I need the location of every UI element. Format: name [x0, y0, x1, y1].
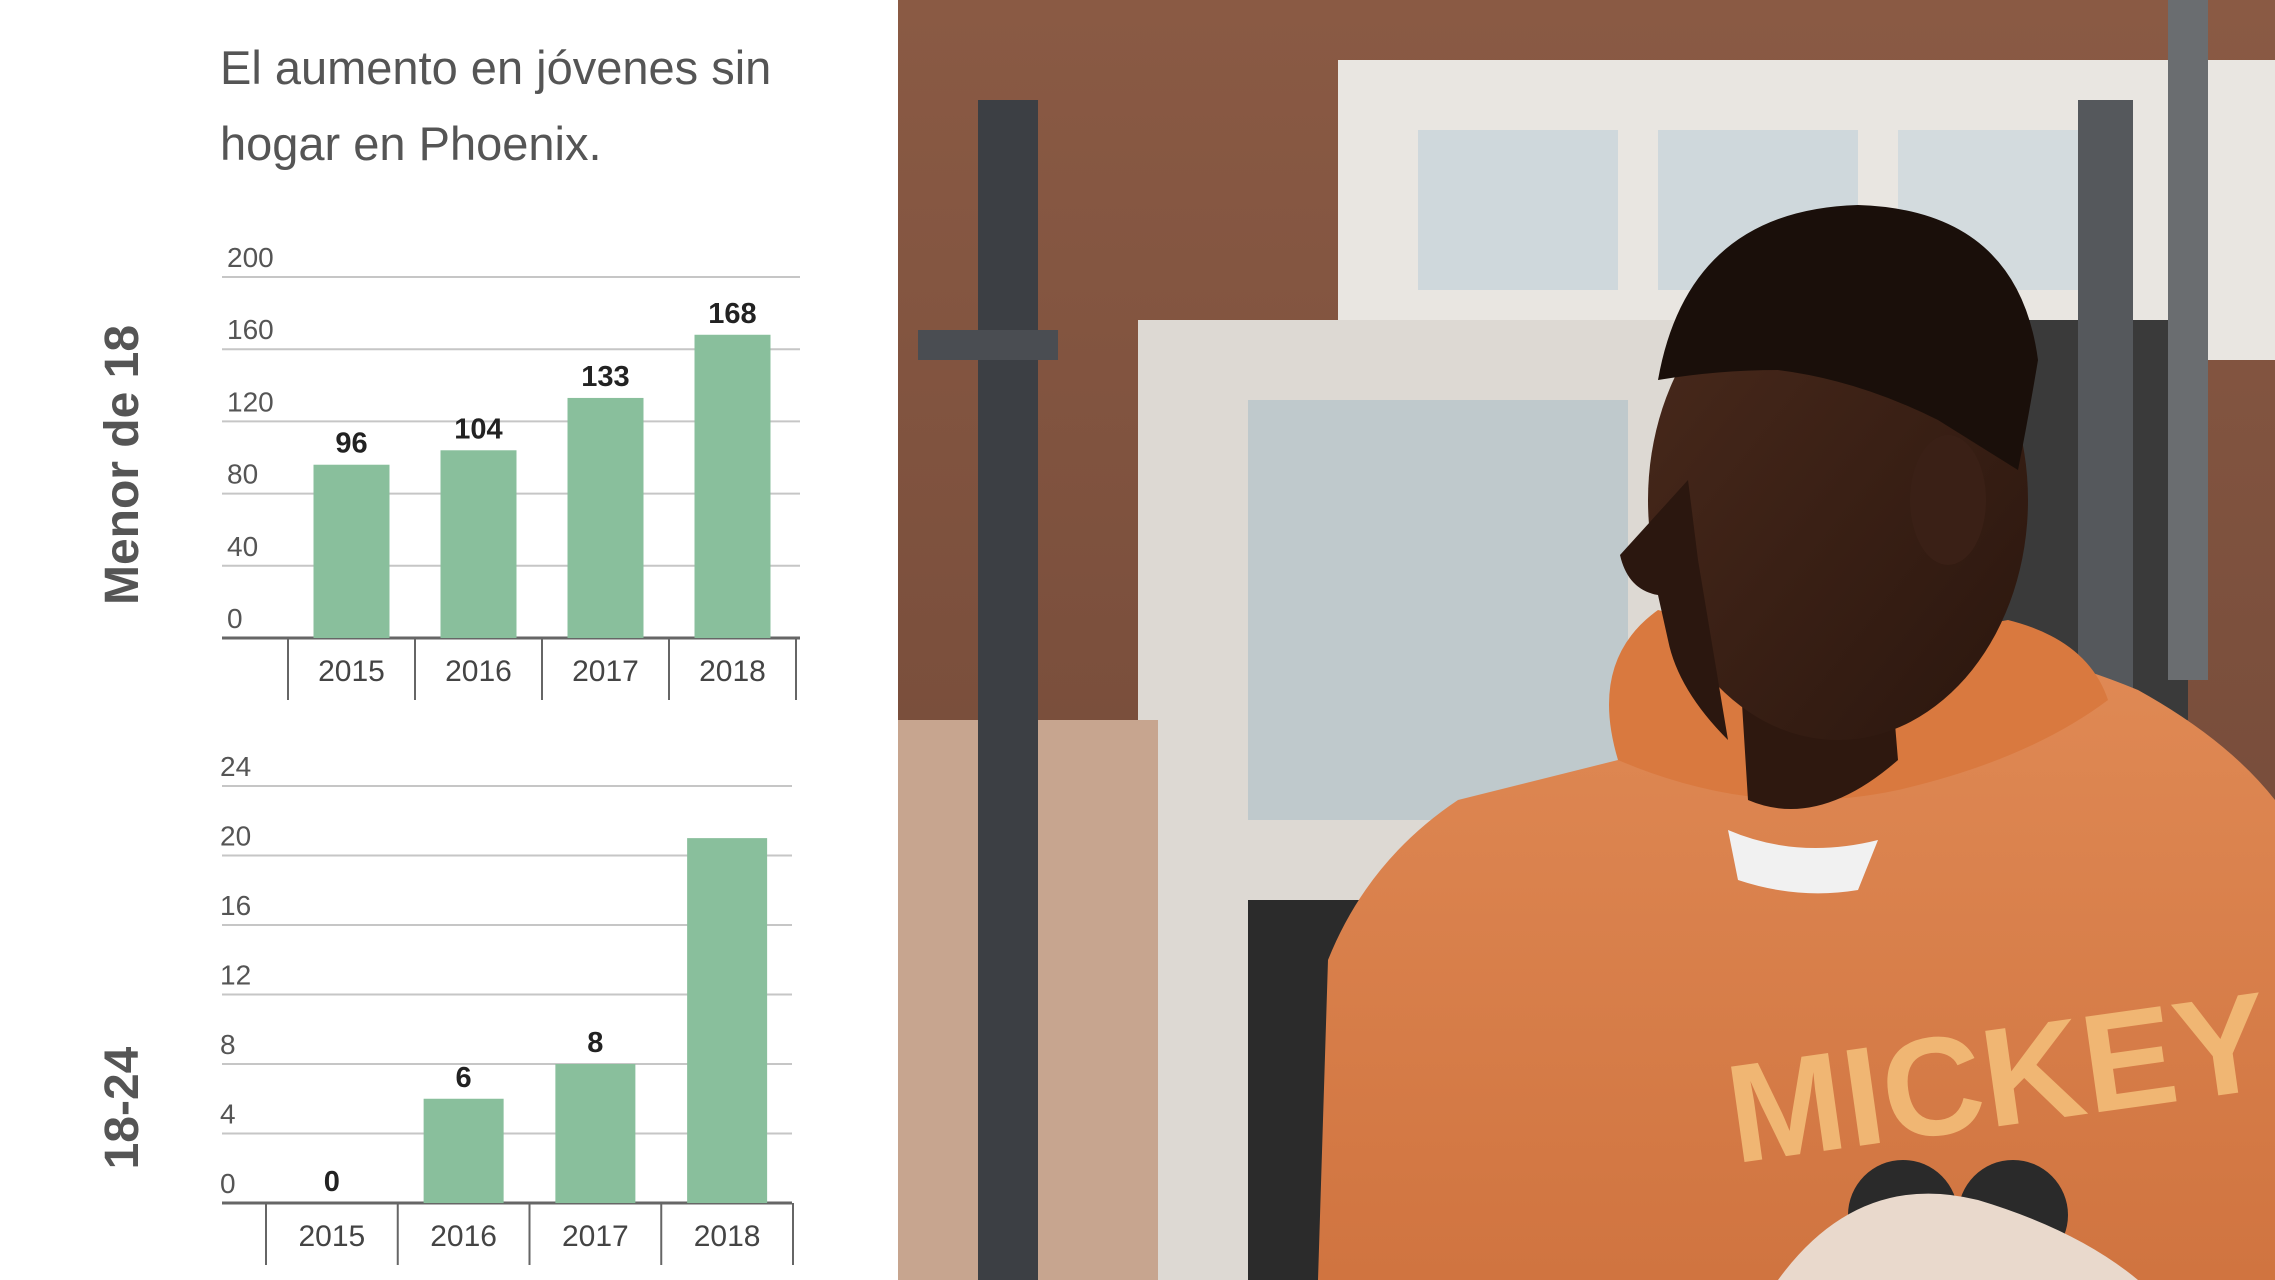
y-tick-label: 20 [220, 821, 251, 852]
y-tick-label: 80 [227, 459, 258, 490]
photo: MICKEY [898, 0, 2275, 1280]
y-tick-label: 0 [220, 1168, 236, 1199]
bar [555, 1064, 636, 1203]
bar [567, 397, 644, 638]
x-tick-label: 2015 [299, 1220, 366, 1253]
y-tick-label: 160 [227, 314, 274, 345]
y-tick-label: 0 [227, 603, 243, 634]
bar [440, 450, 517, 638]
bar [423, 1098, 504, 1203]
x-tick-label: 2018 [694, 1220, 761, 1253]
x-tick-label: 2017 [572, 655, 639, 688]
bar [694, 334, 771, 638]
y-tick-label: 24 [220, 751, 251, 782]
value-label: 104 [454, 413, 502, 445]
value-label: 8 [587, 1027, 603, 1059]
group-label: 18-24 [96, 1046, 149, 1169]
bar [687, 838, 768, 1203]
y-tick-label: 200 [227, 242, 274, 273]
bar-chart-under-18: Menor de 18 0 40 80 120 160 200 96 2015 104 2016 13… [96, 242, 800, 700]
value-label: 6 [456, 1062, 472, 1094]
value-label: 0 [324, 1166, 340, 1198]
x-tick-label: 2018 [699, 655, 766, 688]
x-tick-label: 2017 [562, 1220, 629, 1253]
y-tick-label: 40 [227, 531, 258, 562]
bar-chart-18-24: 18-24 0 4 8 12 16 20 24 0 2015 6 2016 8 2017 2018 [96, 751, 794, 1265]
y-tick-label: 12 [220, 960, 251, 991]
bar [313, 464, 390, 638]
y-tick-label: 16 [220, 890, 251, 921]
infographic-panel: El aumento en jóvenes sin hogar en Phoen… [0, 0, 898, 1280]
value-label: 133 [581, 361, 629, 393]
value-label: 96 [335, 428, 367, 460]
value-label: 168 [708, 298, 756, 330]
y-tick-label: 120 [227, 386, 274, 417]
x-tick-label: 2016 [445, 655, 512, 688]
y-tick-label: 8 [220, 1029, 236, 1060]
y-tick-label: 4 [220, 1099, 236, 1130]
x-tick-label: 2015 [318, 655, 385, 688]
page-title: El aumento en jóvenes sin hogar en Phoen… [220, 41, 772, 170]
photo-icon: MICKEY [898, 0, 2275, 1280]
x-tick-label: 2016 [430, 1220, 497, 1253]
group-label: Menor de 18 [96, 325, 149, 605]
